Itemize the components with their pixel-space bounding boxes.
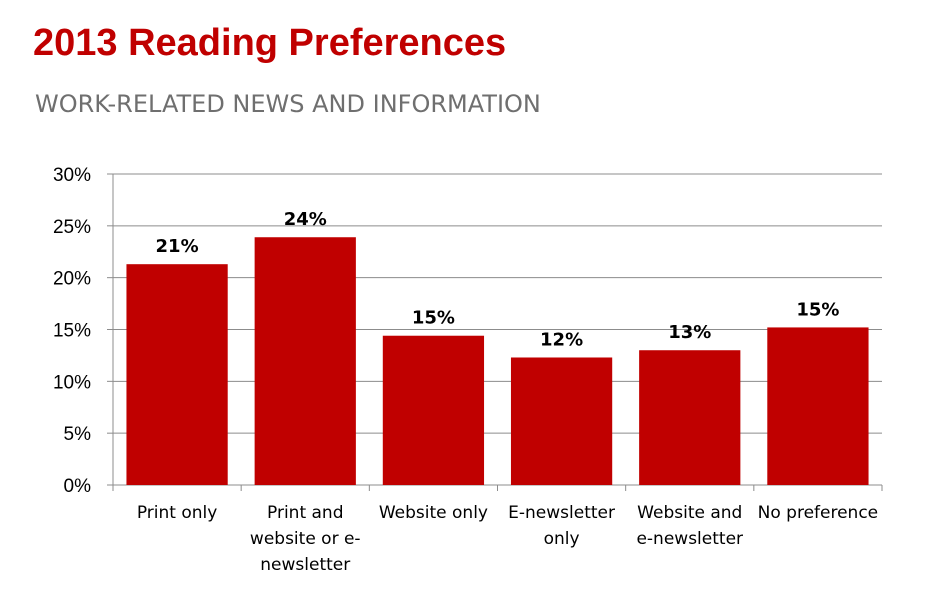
bar <box>767 327 869 485</box>
x-category-label: Print only <box>137 503 217 523</box>
data-label: 13% <box>668 322 711 343</box>
x-category-label: only <box>544 529 580 549</box>
y-tick-label: 20% <box>53 269 91 290</box>
bar <box>510 357 613 485</box>
data-label: 12% <box>540 329 583 350</box>
x-category-label: website or e- <box>250 529 361 549</box>
y-tick-label: 30% <box>53 165 91 186</box>
x-category-label: No preference <box>758 503 879 523</box>
data-label: 15% <box>796 299 839 320</box>
x-category-label: Website only <box>379 503 488 523</box>
bar <box>126 264 228 485</box>
x-category-label: E-newsletter <box>508 503 615 523</box>
bar <box>382 335 485 485</box>
x-category-label: e-newsletter <box>636 529 743 549</box>
y-tick-label: 0% <box>64 476 92 497</box>
y-tick-label: 25% <box>53 217 91 238</box>
x-category-label: Print and <box>267 503 344 523</box>
bar <box>639 350 741 485</box>
data-label: 15% <box>412 308 455 329</box>
y-tick-label: 10% <box>53 372 91 393</box>
data-label: 21% <box>156 236 199 257</box>
y-tick-label: 15% <box>53 321 91 342</box>
x-category-label: Website and <box>637 503 742 523</box>
chart-subtitle: WORK-RELATED NEWS AND INFORMATION <box>35 90 541 118</box>
y-tick-label: 5% <box>64 424 92 445</box>
chart-title: 2013 Reading Preferences <box>33 22 507 64</box>
bar <box>254 237 356 485</box>
data-label: 24% <box>284 209 327 230</box>
x-category-label: newsletter <box>260 555 350 575</box>
